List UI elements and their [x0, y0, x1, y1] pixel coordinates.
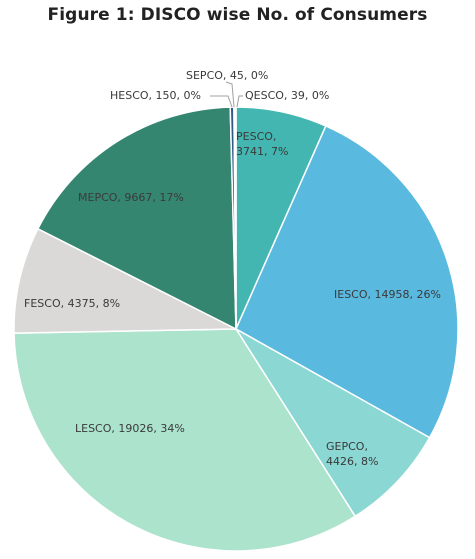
- pie-slice-fesco: [13, 227, 237, 334]
- leader-line-sepco: [225, 81, 235, 108]
- leader-line-qesco: [236, 95, 243, 108]
- slice-label-fesco: FESCO, 4375, 8%: [24, 297, 120, 310]
- pie-slice-qesco: [234, 106, 237, 330]
- slice-label-lesco: LESCO, 19026, 34%: [75, 422, 185, 435]
- slice-label-qesco: QESCO, 39, 0%: [245, 89, 329, 102]
- slice-label-iesco: IESCO, 14958, 26%: [334, 288, 441, 301]
- slice-label-sepco: SEPCO, 45, 0%: [186, 69, 268, 82]
- slice-label-mepco: MEPCO, 9667, 17%: [78, 191, 184, 204]
- leader-line-hesco: [210, 95, 233, 108]
- slice-labels: PESCO, 3741, 7% IESCO, 14958, 26% GEPCO, 442…: [24, 69, 441, 468]
- pie-slices: [13, 106, 459, 552]
- slice-label-pesco: PESCO, 3741, 7%: [236, 130, 288, 158]
- pie-slice-lesco: [13, 328, 357, 552]
- pie-slice-mepco: [36, 106, 237, 331]
- chart-title: Figure 1: DISCO wise No. of Consumers: [47, 5, 428, 25]
- slice-label-gepco: GEPCO, 4426, 8%: [326, 440, 378, 468]
- pie-slice-gepco: [235, 328, 431, 518]
- leader-lines: [210, 81, 243, 108]
- slice-label-hesco: HESCO, 150, 0%: [110, 89, 201, 102]
